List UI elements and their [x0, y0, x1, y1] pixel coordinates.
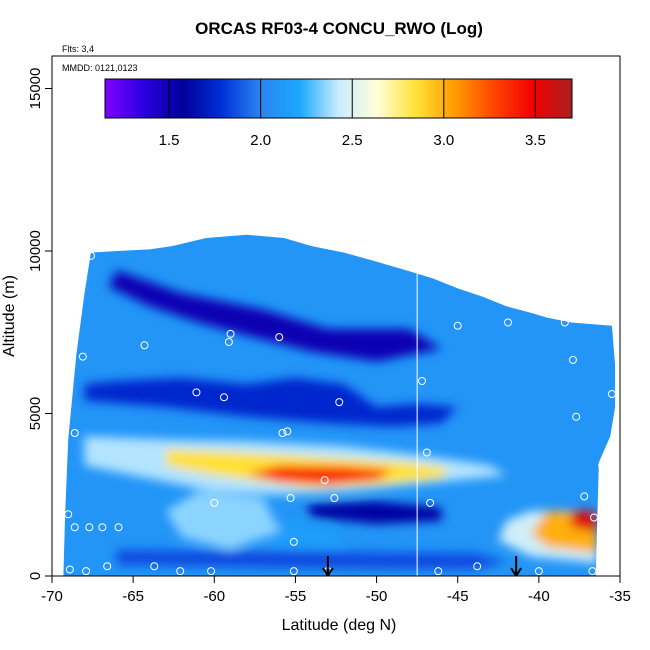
- down-arrow: [510, 556, 522, 576]
- sample-point: [330, 494, 339, 502]
- sample-point: [65, 565, 74, 574]
- x-axis-label: Latitude (deg N): [282, 617, 397, 634]
- heatmap-region: [108, 270, 442, 362]
- sample-point: [70, 523, 79, 532]
- sample-point: [86, 251, 95, 260]
- sample-point: [140, 341, 149, 350]
- heatmap-region: [165, 491, 280, 550]
- sample-point: [114, 523, 123, 532]
- colorbar-tick-label: 2.0: [250, 132, 271, 149]
- x-tick-label: -55: [285, 588, 307, 605]
- y-tick-label: 0: [27, 572, 44, 580]
- sample-point: [588, 567, 597, 576]
- y-tick-label: 5000: [27, 397, 44, 430]
- y-tick-label: 15000: [27, 68, 44, 110]
- sample-point: [150, 562, 159, 571]
- sample-point: [278, 429, 287, 437]
- sample-point: [103, 562, 112, 571]
- colorbar-tick-label: 3.0: [433, 132, 454, 149]
- x-tick-label: -45: [447, 588, 469, 605]
- x-tick-label: -60: [203, 588, 225, 605]
- sample-point: [568, 355, 577, 364]
- sample-point: [289, 567, 298, 576]
- sample-point: [210, 498, 219, 507]
- sample-point: [614, 321, 620, 330]
- sample-point: [176, 567, 185, 576]
- sample-point: [70, 429, 79, 437]
- x-tick-label: -50: [366, 588, 388, 605]
- sample-point: [275, 333, 284, 342]
- sample-point: [422, 448, 431, 457]
- sample-point: [434, 567, 443, 576]
- sample-points: [64, 225, 620, 576]
- colorbar-ticks: 1.5 2.0 2.5 3.0 3.5: [159, 79, 546, 149]
- x-tick-label: -40: [528, 588, 550, 605]
- sample-point: [286, 494, 295, 502]
- sample-point: [220, 393, 229, 402]
- sample-point: [207, 567, 216, 576]
- x-tick-label: -65: [122, 588, 144, 605]
- heatmap-region: [116, 550, 507, 570]
- y-axis: 0 5000 10000 15000: [27, 56, 53, 580]
- x-axis: -70 -65 -60 -55 -50 -45 -40 -35: [41, 575, 631, 605]
- sample-point: [64, 510, 73, 519]
- colorbar-tick-label: 2.5: [342, 132, 363, 149]
- y-axis-label: Altitude (m): [1, 275, 18, 357]
- heatmap-region: [84, 377, 458, 427]
- sample-point: [85, 523, 94, 532]
- sample-point: [320, 476, 329, 485]
- sample-point: [534, 567, 543, 576]
- sample-point: [82, 567, 91, 576]
- heatmap-field: [63, 225, 620, 576]
- sample-point: [98, 523, 107, 532]
- sample-point: [560, 318, 569, 327]
- sample-point: [226, 329, 235, 338]
- sample-point: [192, 388, 201, 397]
- sample-point: [78, 352, 87, 361]
- dates-annotation: MMDD: 0121,0123: [62, 63, 138, 73]
- x-tick-label: -35: [609, 588, 631, 605]
- colorbar-strip: [104, 78, 573, 119]
- sample-point: [224, 338, 233, 346]
- sample-point: [590, 513, 599, 522]
- sample-point: [335, 398, 344, 407]
- sample-point: [453, 321, 462, 330]
- sample-point: [289, 537, 298, 546]
- sample-point: [283, 427, 292, 436]
- sample-point: [426, 498, 435, 507]
- y-tick-label: 10000: [27, 230, 44, 272]
- heatmap-region: [306, 501, 442, 524]
- down-arrow: [322, 556, 334, 576]
- sample-point: [418, 377, 427, 385]
- x-tick-label: -70: [41, 588, 63, 605]
- sample-point: [257, 225, 266, 234]
- direction-arrows: [322, 556, 522, 576]
- colorbar: 1.5 2.0 2.5 3.0 3.5: [104, 78, 573, 149]
- flights-annotation: Flts: 3,4: [62, 44, 94, 54]
- heatmap-features: [84, 270, 598, 570]
- sample-point: [473, 562, 482, 571]
- sample-point: [580, 492, 589, 501]
- sample-point: [504, 318, 513, 327]
- colorbar-tick-label: 1.5: [159, 132, 180, 149]
- colorbar-tick-label: 3.5: [525, 132, 546, 149]
- heatmap-region: [246, 465, 393, 485]
- chart-title: ORCAS RF03-4 CONCU_RWO (Log): [195, 19, 483, 38]
- sample-point: [598, 461, 607, 470]
- sample-point: [607, 390, 616, 398]
- sample-point: [572, 412, 581, 421]
